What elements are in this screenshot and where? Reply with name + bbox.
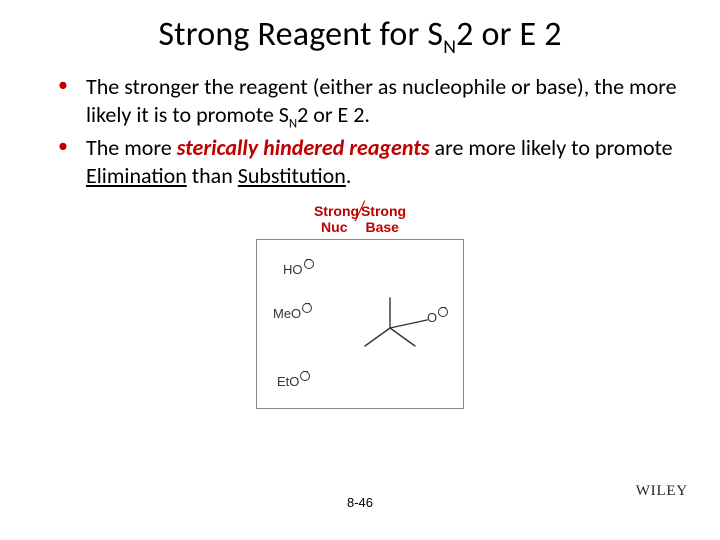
bullet-text: than [187,162,238,189]
bullet-subscript: N [289,116,297,131]
species-hydroxide: HO [283,262,314,277]
bullet-text: The stronger the reagent (either as nucl… [86,73,677,128]
bullet-text: The more [86,134,177,161]
bullet-text: 2 or E 2. [297,101,370,128]
slide-title: Strong Reagent for SN2 or E 2 [40,14,680,55]
title-part-a: Strong Reagent for S [158,14,443,55]
species-label: EtO [277,374,299,389]
slide: Strong Reagent for SN2 or E 2 The strong… [0,0,720,540]
figure-container: Strong/Strong NucBase HO MeO [40,203,680,409]
fig-header-l2-left: Nuc [321,219,347,235]
bullet-text: are more likely to promote [430,134,673,161]
figure-header: Strong/Strong NucBase [256,203,464,235]
page-number: 8-46 [0,495,720,510]
negative-charge-icon [302,306,312,321]
negative-charge-icon [300,374,310,389]
bullet-item: The more sterically hindered reagents ar… [58,134,680,189]
negative-charge-icon [438,310,448,325]
species-label: HO [283,262,303,277]
bullet-emphasis: sterically hindered reagents [177,134,430,161]
species-label: MeO [273,306,301,321]
bullet-text: . [346,162,352,189]
species-label: O [427,310,437,325]
negative-charge-icon [304,262,314,277]
species-alkoxide-o: O [427,310,448,325]
bullet-item: The stronger the reagent (either as nucl… [58,73,680,128]
fig-header-l2-right: Base [365,219,398,235]
figure: Strong/Strong NucBase HO MeO [256,203,464,409]
fig-header-l1-right: Strong [361,203,406,219]
wiley-logo: WILEY [636,483,688,500]
bullet-underline: Elimination [86,162,187,189]
title-subscript: N [443,35,456,59]
bullet-underline: Substitution [238,162,346,189]
title-part-b: 2 or E 2 [456,14,562,55]
fig-header-l1-left: Strong [314,203,359,219]
species-ethoxide: EtO [277,374,310,389]
species-methoxide: MeO [273,306,312,321]
bullet-list: The stronger the reagent (either as nucl… [40,73,680,189]
figure-box: HO MeO O EtO [256,239,464,409]
